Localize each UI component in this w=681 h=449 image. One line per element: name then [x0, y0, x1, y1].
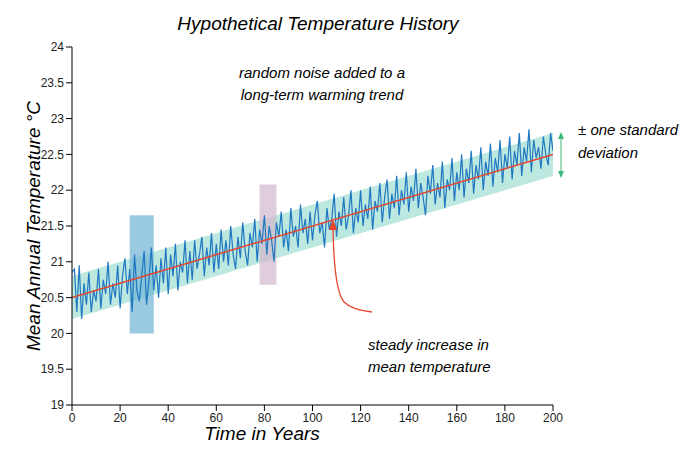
- svg-text:23: 23: [51, 112, 65, 126]
- svg-text:180: 180: [495, 411, 515, 425]
- svg-text:80: 80: [258, 411, 272, 425]
- svg-text:0: 0: [69, 411, 76, 425]
- svg-text:long-term warming trend: long-term warming trend: [241, 86, 404, 103]
- svg-text:Mean Annual Temperature °C: Mean Annual Temperature °C: [23, 101, 44, 351]
- svg-text:mean temperature: mean temperature: [368, 358, 491, 375]
- svg-text:60: 60: [210, 411, 224, 425]
- svg-text:21: 21: [51, 255, 65, 269]
- svg-text:20.5: 20.5: [41, 291, 65, 305]
- svg-text:24: 24: [51, 40, 65, 54]
- svg-text:21.5: 21.5: [41, 219, 65, 233]
- svg-text:steady increase in: steady increase in: [368, 336, 489, 353]
- svg-text:Time in Years: Time in Years: [204, 423, 320, 444]
- svg-text:20: 20: [113, 411, 127, 425]
- svg-text:20: 20: [51, 327, 65, 341]
- svg-text:40: 40: [162, 411, 176, 425]
- svg-text:23.5: 23.5: [41, 76, 65, 90]
- svg-text:19: 19: [51, 398, 65, 412]
- svg-text:140: 140: [399, 411, 419, 425]
- svg-text:deviation: deviation: [578, 144, 638, 161]
- svg-text:160: 160: [447, 411, 467, 425]
- svg-text:19.5: 19.5: [41, 362, 65, 376]
- svg-text:22: 22: [51, 183, 65, 197]
- svg-text:100: 100: [302, 411, 322, 425]
- svg-text:± one standard: ± one standard: [578, 121, 673, 138]
- svg-text:120: 120: [351, 411, 371, 425]
- svg-text:random noise added to a: random noise added to a: [239, 64, 405, 81]
- svg-text:200: 200: [543, 411, 563, 425]
- svg-text:22.5: 22.5: [41, 148, 65, 162]
- svg-text:Hypothetical Temperature Histo: Hypothetical Temperature History: [177, 13, 460, 34]
